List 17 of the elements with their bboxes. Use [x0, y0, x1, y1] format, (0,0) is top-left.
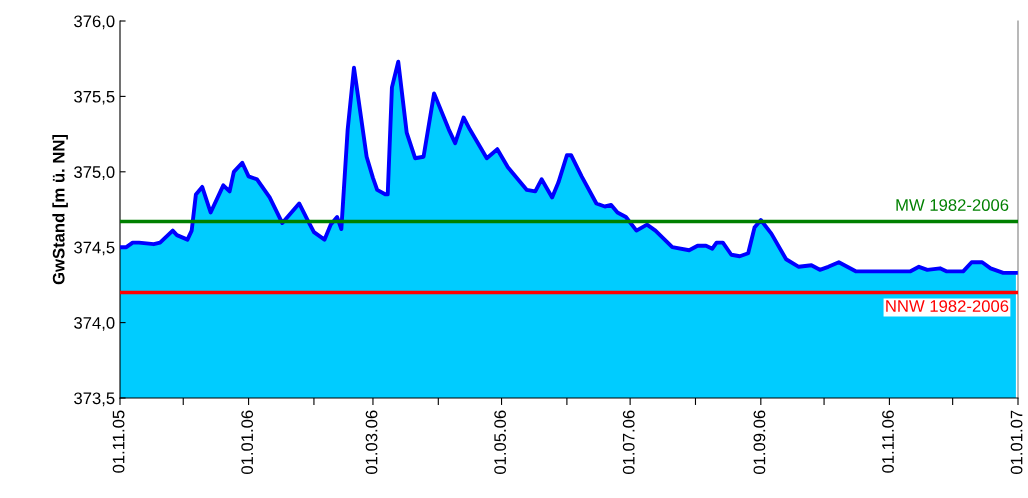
y-tick-label: 374,0 [74, 317, 115, 331]
x-tick-label: 01.11.06 [882, 410, 894, 473]
ref-line-label: NNW 1982-2006 [886, 300, 1009, 312]
y-tick-label: 376,0 [74, 15, 115, 30]
x-tick-label: 01.01.06 [241, 410, 254, 475]
x-tick-label: 01.03.06 [365, 410, 378, 475]
x-tick-label: 01.09.06 [753, 410, 766, 475]
x-tick-label: 01.01.07 [1010, 410, 1023, 475]
y-tick-label: 375,5 [74, 90, 115, 105]
x-tick-label: 01.07.06 [622, 410, 635, 475]
y-tick-label: 373,5 [74, 392, 115, 407]
y-tick-label: 374,5 [74, 241, 115, 256]
y-axis-title: GwStand [m ü. NN] [52, 134, 68, 285]
x-tick-label: 01.05.06 [494, 410, 507, 475]
ref-line-label: MW 1982-2006 [896, 199, 1009, 211]
x-tick-label: 01.11.05 [112, 410, 125, 473]
y-tick-label: 375,0 [74, 166, 115, 180]
